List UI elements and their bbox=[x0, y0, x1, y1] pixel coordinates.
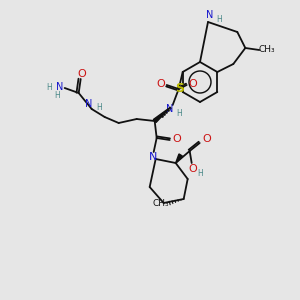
Text: O: O bbox=[77, 69, 86, 79]
Text: O: O bbox=[188, 164, 197, 174]
Text: S: S bbox=[175, 82, 184, 94]
Text: H: H bbox=[54, 92, 60, 100]
Text: CH₃: CH₃ bbox=[152, 200, 169, 208]
Text: H: H bbox=[46, 82, 52, 91]
Text: N: N bbox=[148, 152, 157, 162]
Text: H: H bbox=[96, 103, 102, 112]
Polygon shape bbox=[176, 154, 182, 163]
Text: N: N bbox=[56, 82, 63, 92]
Text: H: H bbox=[197, 169, 203, 178]
Text: N: N bbox=[85, 99, 92, 109]
Text: O: O bbox=[202, 134, 211, 144]
Text: O: O bbox=[188, 79, 197, 89]
Text: H: H bbox=[216, 14, 222, 23]
Text: H: H bbox=[176, 109, 182, 118]
Text: O: O bbox=[172, 134, 181, 144]
Text: CH₃: CH₃ bbox=[258, 44, 274, 53]
Text: N: N bbox=[206, 10, 214, 20]
Text: N: N bbox=[166, 104, 173, 114]
Polygon shape bbox=[153, 107, 171, 122]
Text: O: O bbox=[156, 79, 165, 89]
